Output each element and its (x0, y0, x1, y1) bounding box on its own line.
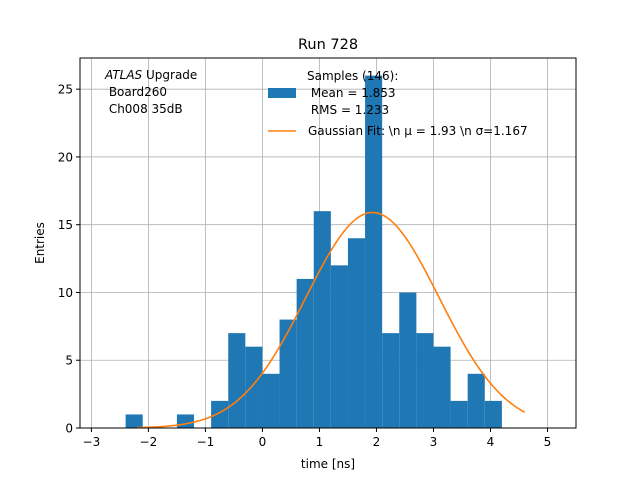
histogram-bar (245, 346, 263, 428)
upgrade-label: Upgrade (142, 68, 197, 82)
histogram-bar (313, 211, 331, 428)
histogram-bar (228, 333, 246, 428)
legend-fit-label: Gaussian Fit: \n μ = 1.93 \n σ=1.167 (308, 124, 528, 138)
histogram-bar (467, 373, 485, 428)
x-axis-label: time [ns] (301, 457, 355, 471)
x-tick-label: 0 (259, 435, 267, 449)
histogram-bar (176, 414, 195, 428)
chart-title: Run 728 (298, 37, 358, 53)
board-label: Board260 (105, 85, 167, 99)
histogram-bar (211, 400, 229, 428)
histogram-bar (450, 400, 468, 428)
histogram-bar (484, 400, 502, 428)
y-tick-label: 15 (58, 218, 73, 232)
histogram-bar (416, 333, 434, 428)
histogram-bar (330, 265, 348, 428)
histogram-bar (365, 75, 383, 428)
histogram-bar (433, 346, 451, 428)
histogram-bar (382, 333, 400, 428)
atlas-annotation: ATLAS Upgrade Board260 Ch008 35dB (104, 68, 197, 116)
x-tick-label: 3 (430, 435, 438, 449)
channel-label: Ch008 35dB (105, 102, 183, 116)
y-tick-label: 10 (58, 286, 73, 300)
x-tick-label: 1 (316, 435, 324, 449)
y-axis-ticks: 0 5 10 15 20 25 (58, 83, 80, 436)
y-tick-label: 0 (65, 422, 73, 436)
histogram-bar (279, 319, 297, 428)
x-tick-label: −3 (83, 435, 101, 449)
x-axis-ticks: −3 −2 −1 0 1 2 3 4 5 (83, 428, 552, 449)
x-tick-label: −2 (140, 435, 158, 449)
x-tick-label: 2 (373, 435, 381, 449)
y-axis-label: Entries (33, 222, 47, 264)
histogram-bar (399, 292, 417, 428)
histogram-bar (125, 414, 143, 428)
y-tick-label: 5 (65, 354, 73, 368)
atlas-label: ATLAS (104, 68, 143, 82)
x-tick-label: −1 (197, 435, 215, 449)
histogram-bar (347, 238, 366, 428)
plot-frame (79, 57, 577, 429)
histogram-bar (296, 278, 314, 428)
svg-text:ATLAS Upgrade: ATLAS Upgrade (104, 68, 197, 82)
legend: Samples (146): Mean = 1.853 RMS = 1.233 … (0, 0, 528, 138)
y-tick-label: 25 (58, 83, 73, 97)
gaussian-fit-curve (136, 211, 526, 429)
histogram-bars (125, 75, 502, 428)
x-tick-label: 5 (544, 435, 552, 449)
histogram-bar (262, 373, 280, 428)
x-tick-label: 4 (487, 435, 495, 449)
legend-samples-label: Samples (146): Mean = 1.853 RMS = 1.233 (0, 0, 425, 117)
y-tick-label: 20 (58, 150, 73, 164)
legend-samples-patch (268, 88, 296, 98)
